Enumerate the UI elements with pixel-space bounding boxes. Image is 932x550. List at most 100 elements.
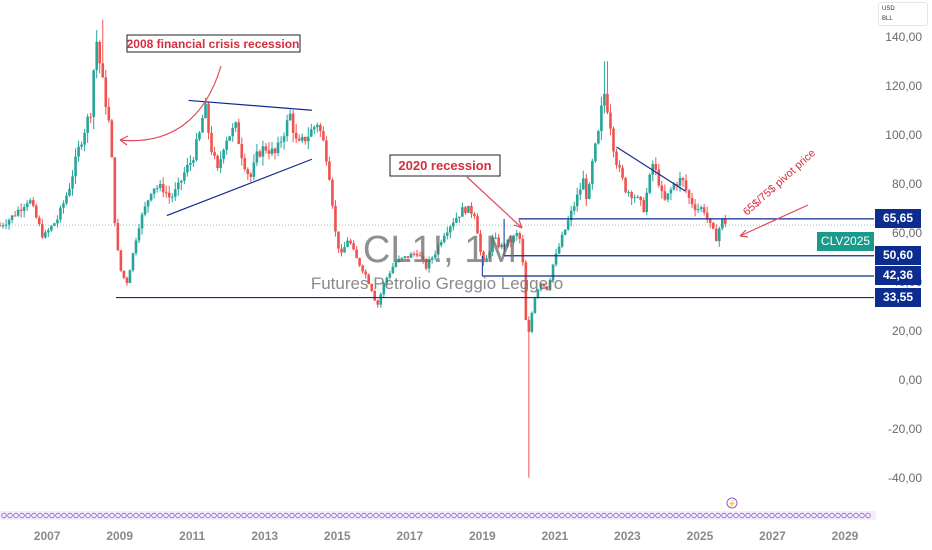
candle [288,109,292,122]
candle [68,183,71,197]
annotation-box-2008 [126,34,301,53]
candle [180,180,183,191]
currency-unit-box[interactable]: USD BLL [878,2,928,26]
candle [243,153,247,172]
candle [412,251,416,257]
candle [397,255,401,263]
timeline-dot [853,512,859,519]
x-tick-label: 2023 [614,529,641,543]
timeline-dot [463,512,469,519]
candle [533,296,537,314]
y-tick-label: -20,00 [888,422,922,436]
candle [563,229,567,236]
candle [16,206,20,217]
candle [282,132,286,150]
timeline-dot [151,512,157,519]
annotation-2008-crisis: 2008 financial crisis recession [127,37,300,51]
timeline-dot [775,512,781,519]
candle [572,201,576,215]
timeline-dot [691,512,697,519]
candle [566,216,570,231]
candle [609,104,612,136]
candle [578,182,582,201]
candle [116,218,120,251]
candle [189,155,192,172]
candle [207,101,210,140]
candle [436,243,440,258]
candle [213,146,216,160]
timeline-dot [217,512,223,519]
candle [439,239,443,248]
candle [146,199,150,213]
candle [666,193,670,203]
timeline-dot [337,512,343,519]
candle [107,97,111,123]
timeline-dot [685,512,691,519]
candle [47,227,50,237]
candle [86,113,89,143]
candle [201,114,204,133]
candle [717,226,721,247]
timeline-dot [619,512,625,519]
candle [186,158,189,177]
timeline-dot [805,512,811,519]
timeline-dot [661,512,667,519]
candle [427,256,431,273]
candle [651,160,655,182]
x-tick-label: 2019 [469,529,496,543]
candle [711,221,715,230]
timeline-event-icon[interactable] [726,497,738,509]
timeline-dot [733,512,739,519]
timeline-dot [499,512,505,519]
timeline-dot [247,512,253,519]
timeline-dot [631,512,637,519]
candle [74,148,77,184]
candle [37,215,41,227]
candle [325,136,328,166]
candle [210,126,213,155]
price-level-tag: 42,36 [875,266,921,286]
timeline-dot [553,512,559,519]
timeline-dot [361,512,367,519]
candle [228,136,231,142]
trendline-lower-triangle [166,158,313,217]
candle [161,177,165,198]
timeline-dot [709,512,715,519]
candle [503,242,506,252]
candle [322,126,325,142]
y-tick-label: 20,00 [892,324,922,338]
candle [615,148,618,169]
candle [373,289,377,301]
candle [584,173,588,206]
timeline-dot [571,512,577,519]
candle [627,190,630,197]
candle [630,190,633,206]
timeline-dot [1,512,7,519]
candle [155,184,159,193]
candle [669,186,673,200]
chart-symbol-watermark: CL1!, 1M [363,229,517,271]
candle [31,197,35,208]
annotation-arrowhead-2008 [119,135,129,146]
candle [542,283,546,289]
x-tick-label: 2027 [759,529,786,543]
annotation-box-2020 [389,154,501,177]
candle [494,232,497,240]
candle [349,238,352,245]
timeline-dot [637,512,643,519]
candle [355,246,358,259]
candle [255,144,259,167]
timeline-dot [589,512,595,519]
candle [591,158,594,190]
candle [137,223,141,244]
timeline-dot [739,512,745,519]
timeline-dot [841,512,847,519]
timeline-dot [541,512,547,519]
candle [13,211,17,217]
candle [77,140,80,162]
timeline-dot [31,512,37,519]
candle [551,264,555,284]
candle [101,19,105,78]
timeline-dot [181,512,187,519]
